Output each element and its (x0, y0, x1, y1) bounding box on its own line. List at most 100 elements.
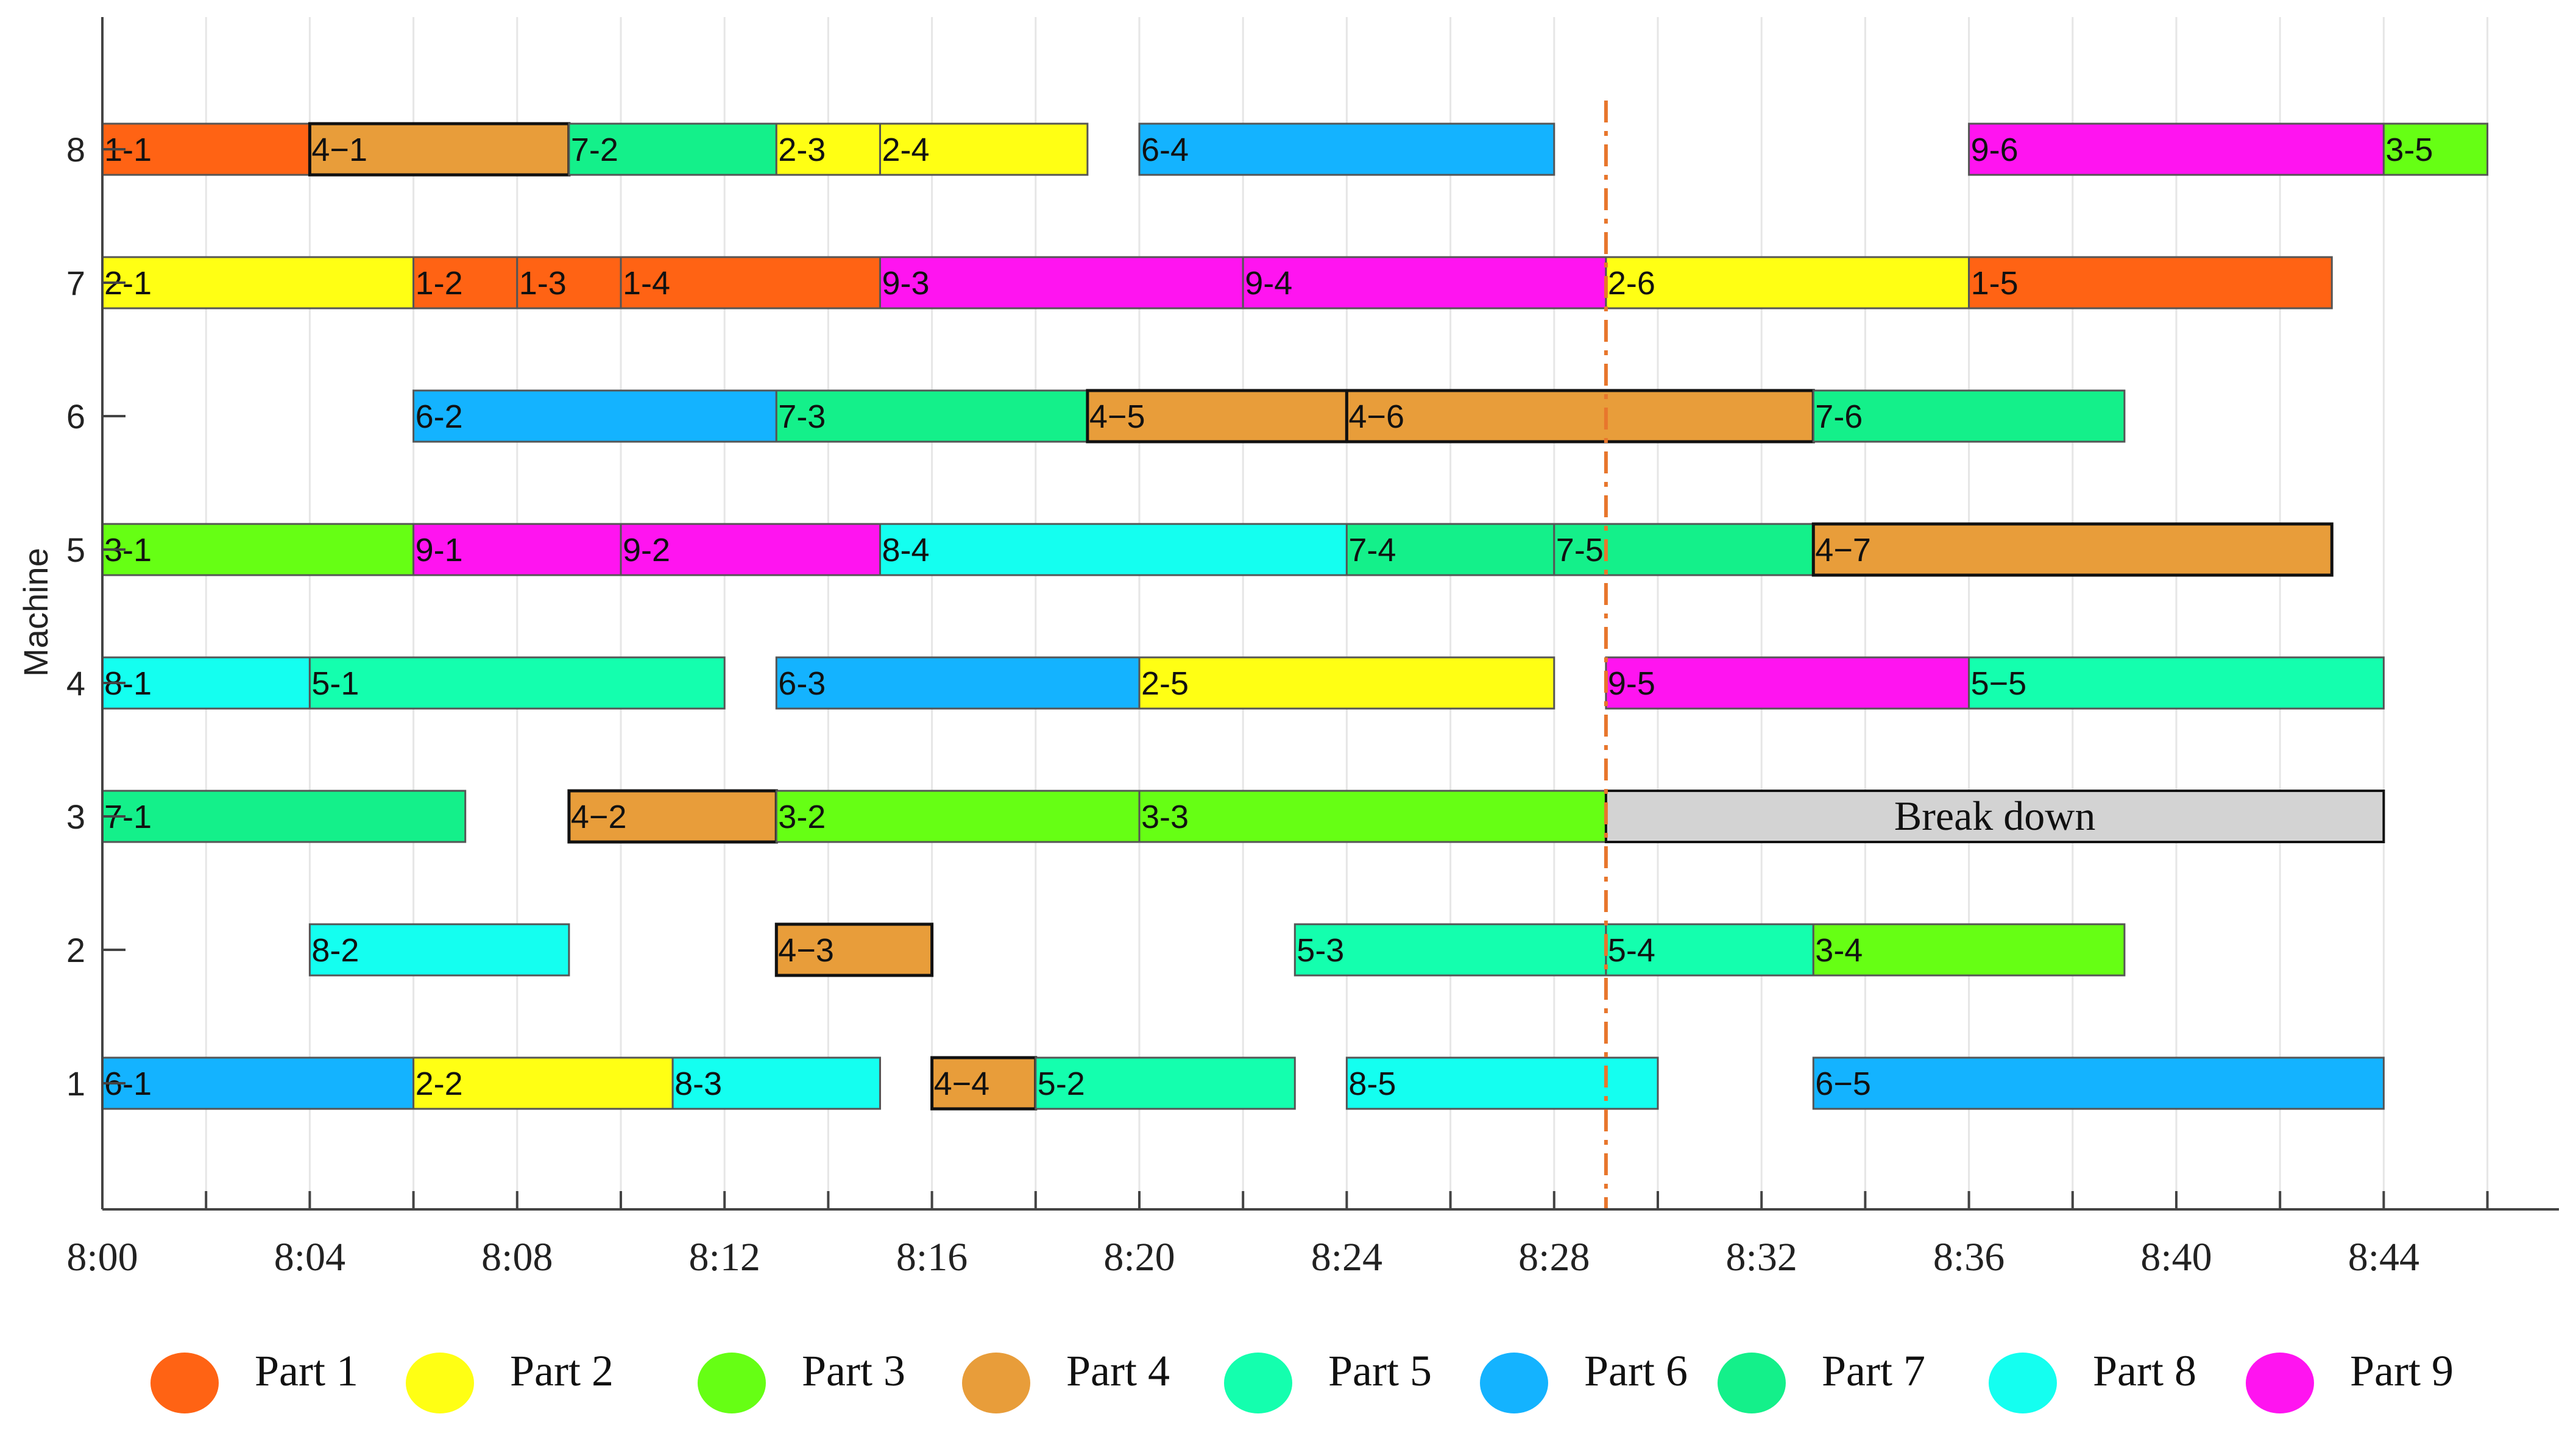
operation-label: 9-5 (1608, 665, 1655, 702)
x-tick-label: 8:04 (274, 1235, 345, 1279)
operation-bar (775, 790, 1141, 843)
operation-bar (775, 389, 1089, 443)
y-tick-label: 7 (66, 264, 85, 302)
x-tick-label: 8:36 (1933, 1235, 2005, 1279)
y-tick-label: 8 (66, 130, 85, 169)
legend-label: Part 7 (1822, 1346, 1925, 1395)
x-tick-label: 8:40 (2140, 1235, 2212, 1279)
operation-bar (1086, 389, 1348, 444)
operation-bar (1968, 256, 2333, 309)
operation-label: 2-4 (882, 132, 930, 168)
operation-label: 9-4 (1245, 265, 1292, 302)
operation-bar (412, 523, 622, 576)
breakdown-bar (1604, 790, 2385, 843)
operation-label: 4−6 (1348, 398, 1404, 435)
legend: Part 1 Part 2 Part 3 Part 4 Part 5 Part 6 Part… (150, 1346, 2454, 1413)
operation-bar (308, 923, 570, 977)
y-tick-label: 1 (66, 1064, 85, 1103)
operation-label: 6-4 (1141, 132, 1189, 168)
operation-label: 6-2 (416, 398, 463, 435)
x-tick-label: 8:12 (689, 1235, 760, 1279)
operation-label: 1-5 (1971, 265, 2019, 302)
operation-bar (1293, 923, 1607, 977)
operation-bar (1812, 1056, 2385, 1110)
operation-label: 6−5 (1815, 1066, 1871, 1102)
operation-bar (1345, 523, 1555, 576)
legend-swatch (698, 1353, 766, 1413)
operation-label: 9-6 (1971, 132, 2019, 168)
operation-label: 5-4 (1608, 932, 1655, 969)
y-tick-label: 5 (66, 531, 85, 569)
x-tick-label: 8:08 (481, 1235, 553, 1279)
operation-bar (775, 656, 1141, 710)
operation-label: 3-3 (1141, 799, 1189, 835)
operation-label: 2-6 (1608, 265, 1655, 302)
operation-bar (1345, 389, 1815, 444)
operation-label: 6-3 (778, 665, 826, 702)
legend-swatch (1480, 1353, 1548, 1413)
grid-lines (205, 17, 2489, 1209)
operation-label: 4−3 (778, 932, 834, 969)
operation-label: 5−5 (1971, 665, 2027, 702)
breakdown-region: Break down (1604, 101, 2385, 1209)
operation-bar (1138, 656, 1555, 710)
operation-bar (412, 256, 518, 309)
operation-label: 8-3 (674, 1066, 722, 1102)
operation-bar (930, 1056, 1038, 1111)
operation-bar (308, 656, 726, 710)
operation-label: 5-2 (1038, 1066, 1085, 1102)
x-tick-label: 8:32 (1726, 1235, 1797, 1279)
operation-label: 8-5 (1348, 1066, 1396, 1102)
legend-label: Part 6 (1584, 1346, 1688, 1395)
operation-label: 4−1 (311, 132, 367, 168)
operation-bar (101, 790, 467, 843)
operation-label: 4−5 (1089, 398, 1145, 435)
operation-bar (1968, 122, 2385, 176)
operation-bar (516, 256, 622, 309)
operation-label: 2-3 (778, 132, 826, 168)
operation-bar (1968, 656, 2385, 710)
legend-label: Part 2 (510, 1346, 614, 1395)
operation-bar (1811, 522, 2334, 577)
x-tick-label: 8:24 (1311, 1235, 1382, 1279)
operation-label: 5-1 (311, 665, 359, 702)
operation-label: 8-4 (882, 532, 930, 568)
operation-bar (412, 1056, 674, 1110)
operation-label: 9-2 (623, 532, 670, 568)
operation-label: 2-2 (416, 1066, 463, 1102)
operation-bar (1812, 389, 2126, 443)
operation-bar (879, 122, 1089, 176)
operation-bar (671, 1056, 881, 1110)
legend-swatch (406, 1353, 474, 1413)
operation-bar (879, 523, 1348, 576)
operation-label: 7-2 (571, 132, 618, 168)
legend-swatch (1224, 1353, 1292, 1413)
x-tick-label: 8:28 (1518, 1235, 1590, 1279)
operation-bar (567, 789, 778, 844)
x-tick-label: 8:00 (66, 1235, 138, 1279)
operation-label: 4−2 (571, 799, 627, 835)
operation-label: 3-5 (2385, 132, 2433, 168)
operation-label: 3-4 (1815, 932, 1863, 969)
legend-swatch (2246, 1353, 2314, 1413)
legend-label: Part 5 (1328, 1346, 1432, 1395)
operation-bar (1553, 523, 1814, 576)
operation-bar (2382, 122, 2489, 176)
operation-label: 2-5 (1141, 665, 1189, 702)
legend-label: Part 8 (2093, 1346, 2196, 1395)
operation-label: 9-1 (416, 532, 463, 568)
operation-bar (412, 389, 777, 443)
operation-label: 7-6 (1815, 398, 1863, 435)
legend-swatch (150, 1353, 219, 1413)
operation-label: 7-4 (1348, 532, 1396, 568)
legend-label: Part 3 (802, 1346, 905, 1395)
operation-bar (1605, 656, 1970, 710)
x-tick-label: 8:16 (896, 1235, 968, 1279)
operation-label: 3-2 (778, 799, 826, 835)
operation-bar (879, 256, 1244, 309)
operation-label: 9-3 (882, 265, 930, 302)
x-tick-label: 8:44 (2348, 1235, 2419, 1279)
y-tick-label: 6 (66, 397, 85, 436)
legend-swatch (1989, 1353, 2057, 1413)
